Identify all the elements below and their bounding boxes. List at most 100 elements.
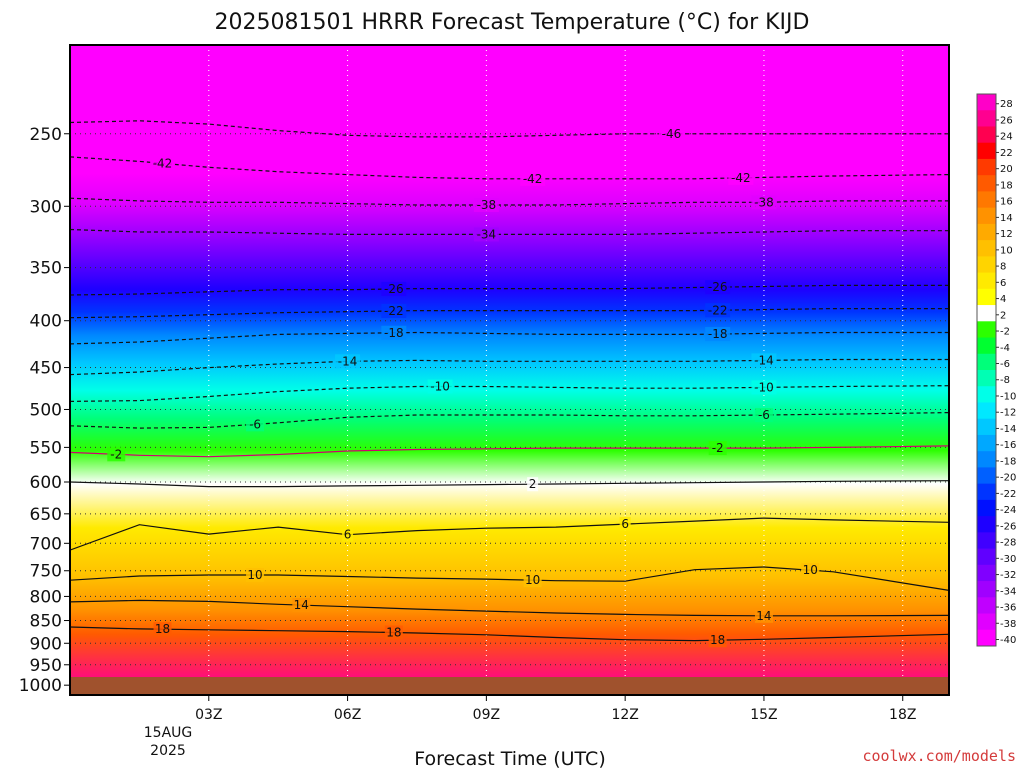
y-axis: 2503003504004505005506006507007508008509… [19,125,70,696]
y-tick-label: 500 [30,400,62,420]
colorbar-swatch [977,94,996,111]
colorbar-label: 4 [1000,294,1006,305]
isotherm-label: -18 [381,325,407,340]
colorbar-label: -8 [1000,375,1010,386]
temperature-field [70,45,949,695]
isotherm-label: -10 [427,379,453,394]
isotherm-label-bg [708,633,727,648]
colorbar-swatch [977,629,996,647]
colorbar-swatch [977,581,996,598]
y-tick-label: 700 [30,534,62,554]
colorbar-swatch [977,223,996,241]
isotherm-label: -38 [473,197,499,212]
colorbar-swatch [977,256,996,274]
isotherm-label: 10 [801,563,820,578]
isotherm-label: -14 [751,353,777,368]
colorbar-swatch [977,467,996,485]
y-tick-label: 350 [30,259,62,279]
grid-lines [70,45,949,695]
isotherm-label: -42 [150,156,176,171]
colorbar-label: -32 [1000,570,1016,581]
colorbar-label: -14 [1000,424,1016,435]
colorbar-label: -6 [1000,359,1010,370]
isotherm-label-text: 10 [525,573,540,587]
colorbar-label: -36 [1000,603,1016,614]
isotherm-label-text: -22 [384,304,404,318]
isotherm-label: -26 [381,281,407,296]
colorbar-label: -28 [1000,538,1016,549]
colorbar-swatch [977,337,996,355]
colorbar-swatch [977,142,996,160]
isotherm-line [70,308,949,319]
x-year-label: 2025 [150,743,186,759]
colorbar-label: -18 [1000,456,1016,467]
isotherm-label: -6 [754,407,773,422]
isotherm-label-bg [381,303,407,318]
isotherm-label: -2 [708,441,727,456]
isotherm-label-bg [728,170,754,185]
colorbar-swatch [977,483,996,501]
colorbar-swatch [977,288,996,306]
isotherm-label-bg [751,380,777,395]
isotherm-line [70,445,949,458]
y-tick-label: 1000 [19,676,62,696]
isotherm-label: 6 [342,527,354,542]
colorbar-label: -10 [1000,391,1016,402]
ground-surface [70,677,949,695]
colorbar-label: -38 [1000,619,1016,630]
isotherm-line [70,120,949,138]
isotherm-line [70,517,949,551]
colorbar-swatch [977,386,996,403]
isotherm-line [70,331,949,345]
y-tick-label: 900 [30,634,62,654]
colorbar-swatch [977,499,996,517]
colorbar-swatch [977,402,996,420]
colorbar-swatch [977,272,996,290]
isotherm-label-bg [708,441,727,456]
isotherm-label: 2 [527,477,539,492]
isotherm-label-bg [153,622,172,637]
colorbar-label: -16 [1000,440,1016,451]
isotherm-label-text: -2 [110,447,122,461]
isotherm-label-bg [523,573,542,588]
y-tick-label: 750 [30,562,62,582]
isotherm-label: 18 [708,633,727,648]
colorbar-swatch [977,110,996,127]
colorbar-label: -34 [1000,586,1016,597]
isotherm-label-text: -38 [754,195,774,209]
isotherm-label-text: -42 [523,172,543,186]
y-tick-label: 850 [30,612,62,632]
isotherm-label: -42 [728,170,754,185]
colorbar-label: -40 [1000,635,1016,646]
y-tick-label: 300 [30,197,62,217]
y-tick-label: 600 [30,473,62,493]
colorbar-swatch [977,597,996,615]
isotherm-label-bg [381,325,407,340]
isotherm-label-text: 18 [155,622,170,636]
isotherm-label: -22 [705,303,731,318]
colorbar-label: -30 [1000,554,1016,565]
colorbar-swatch [977,191,996,209]
isotherm-label-bg [473,227,499,242]
isotherm-label: 18 [384,625,403,640]
isotherm-label-bg [381,281,407,296]
colorbar-swatch [977,207,996,225]
isotherm-label-bg [705,327,731,342]
isotherm-label: -34 [473,227,499,242]
colorbar-swatch [977,548,996,566]
isotherm-label-text: 6 [344,528,352,542]
colorbar-swatch [977,321,996,339]
isotherm-label: -26 [705,280,731,295]
isotherm-label: -22 [381,303,407,318]
isotherm-label-bg [751,353,777,368]
isotherm-label-text: 18 [710,633,725,647]
x-axis-title: Forecast Time (UTC) [414,748,605,768]
x-axis: 03Z 06Z 09Z 12Z 15Z 18Z [195,695,916,723]
isotherm-label-bg [427,379,453,394]
isotherm-label-text: -6 [758,408,770,422]
colorbar-swatch [977,126,996,144]
isotherm-label-bg [705,303,731,318]
isotherm-label-text: -18 [384,326,404,340]
x-tick-label: 09Z [473,707,500,723]
